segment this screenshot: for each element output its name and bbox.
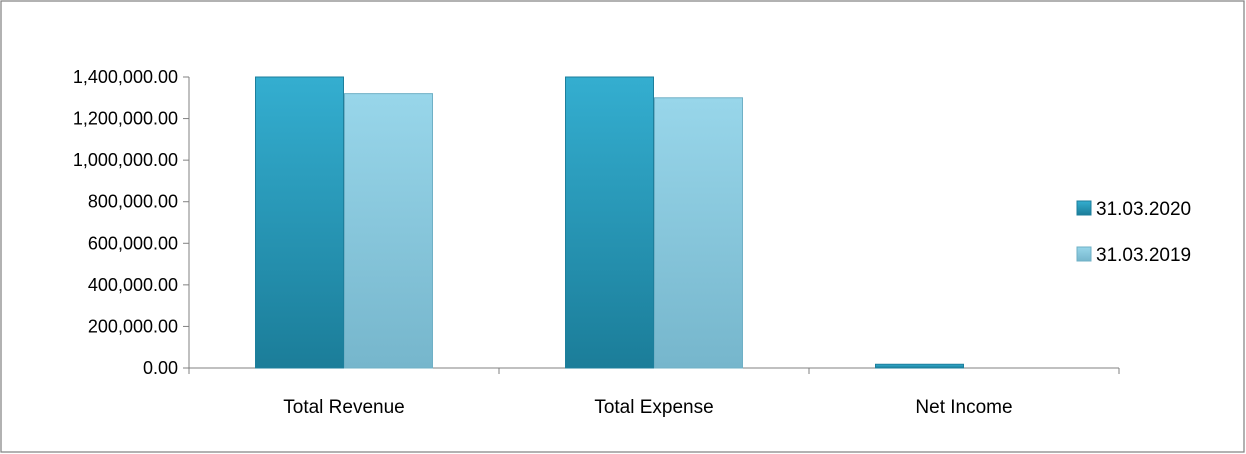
bar-31-03-2020-net-income bbox=[875, 363, 964, 369]
y-tick-label: 1,000,000.00 bbox=[73, 150, 178, 170]
bar-31-03-2019-total-revenue bbox=[344, 93, 433, 369]
legend-swatch bbox=[1076, 246, 1092, 262]
x-category-label: Total Expense bbox=[594, 397, 713, 418]
y-tick-label: 0.00 bbox=[143, 358, 178, 378]
legend-label: 31.03.2020 bbox=[1096, 199, 1191, 220]
y-tick-label: 400,000.00 bbox=[88, 275, 178, 295]
legend-swatch bbox=[1076, 200, 1092, 216]
bar-31-03-2020-total-revenue bbox=[255, 76, 344, 369]
y-tick-label: 1,200,000.00 bbox=[73, 109, 178, 129]
x-category-label: Net Income bbox=[915, 397, 1012, 418]
legend-label: 31.03.2019 bbox=[1096, 245, 1191, 266]
y-tick-label: 600,000.00 bbox=[88, 233, 178, 253]
y-tick-label: 1,400,000.00 bbox=[73, 67, 178, 87]
y-tick-label: 200,000.00 bbox=[88, 316, 178, 336]
bar-31-03-2019-total-expense bbox=[654, 97, 743, 369]
bar-31-03-2020-total-expense bbox=[565, 76, 654, 369]
x-category-label: Total Revenue bbox=[283, 397, 404, 418]
y-tick-label: 800,000.00 bbox=[88, 192, 178, 212]
